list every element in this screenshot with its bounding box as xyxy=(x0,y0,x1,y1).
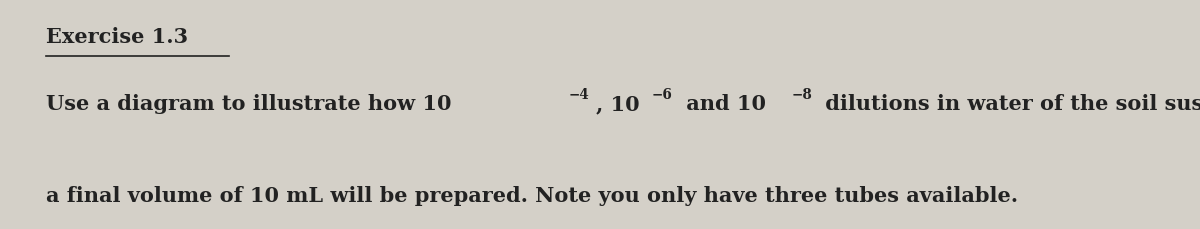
Text: Exercise 1.3: Exercise 1.3 xyxy=(46,27,187,47)
Text: , 10: , 10 xyxy=(595,95,640,114)
Text: −4: −4 xyxy=(569,88,589,102)
Text: dilutions in water of the soil suspension in: dilutions in water of the soil suspensio… xyxy=(818,95,1200,114)
Text: −6: −6 xyxy=(652,88,673,102)
Text: a final volume of 10 mL will be prepared. Note you only have three tubes availab: a final volume of 10 mL will be prepared… xyxy=(46,186,1018,206)
Text: Use a diagram to illustrate how 10: Use a diagram to illustrate how 10 xyxy=(46,95,451,114)
Text: and 10: and 10 xyxy=(679,95,766,114)
Text: −8: −8 xyxy=(791,88,812,102)
